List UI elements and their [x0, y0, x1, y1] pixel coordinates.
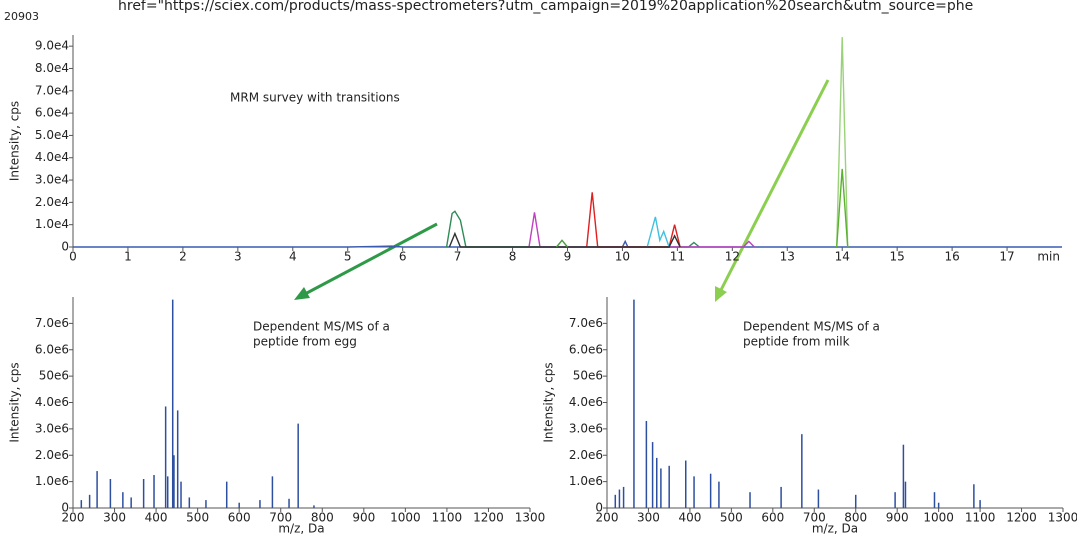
y-tick-label: 5.0e4	[35, 128, 69, 142]
x-axis-label: m/z, Da	[812, 522, 858, 536]
line	[555, 239, 569, 248]
y-tick-label: 2.0e6	[35, 448, 69, 462]
x-tick-label: 600	[761, 511, 784, 525]
line	[836, 37, 849, 248]
arrow	[304, 222, 438, 296]
x-tick-label: 800	[311, 511, 334, 525]
x-tick-label: 200	[596, 511, 619, 525]
x-tick-label: 1100	[432, 511, 463, 525]
y-tick-label: 7.0e4	[35, 83, 69, 97]
x-tick-label: 10	[615, 250, 630, 264]
x-tick-label: 1000	[390, 511, 421, 525]
line	[646, 216, 670, 248]
x-tick-label: 1	[124, 250, 132, 264]
y-tick-label: 2.0e4	[35, 195, 69, 209]
x-tick-label: 11	[670, 250, 685, 264]
x-tick-label: 1100	[965, 511, 996, 525]
y-tick-label: 0	[595, 501, 603, 515]
x-tick-label: 17	[999, 250, 1014, 264]
x-tick-label: 5	[344, 250, 352, 264]
x-tick-label: 6	[399, 250, 407, 264]
line	[836, 168, 849, 248]
x-tick-label: 1300	[515, 511, 546, 525]
x-tick-label: 800	[844, 511, 867, 525]
x-tick-label: 300	[103, 511, 126, 525]
y-tick-label: 7.0e6	[569, 316, 603, 330]
x-tick-label: 1000	[923, 511, 954, 525]
url-text: href="https://sciex.com/products/mass-sp…	[118, 0, 973, 14]
y-tick-label: 1.0e6	[569, 474, 603, 488]
y-tick-label: 6.0e6	[569, 342, 603, 356]
x-tick-label: 4	[289, 250, 297, 264]
annotation: MRM survey with transitions	[230, 91, 400, 105]
y-tick-label: 3.0e4	[35, 173, 69, 187]
y-tick-label: 50e6	[573, 369, 603, 383]
y-axis-label: Intensity, cps	[8, 362, 22, 442]
y-tick-label: 3.0e6	[35, 421, 69, 435]
y-tick-label: 6.0e4	[35, 106, 69, 120]
x-tick-label: 1200	[1006, 511, 1037, 525]
y-tick-label: 4.0e6	[569, 395, 603, 409]
annotation: Dependent MS/MS of a	[743, 320, 880, 334]
y-tick-label: 4.0e4	[35, 150, 69, 164]
y-axis-label: Intensity, cps	[542, 362, 556, 442]
y-tick-label: 1.0e4	[35, 217, 69, 231]
x-tick-label: 7	[454, 250, 462, 264]
y-tick-label: 1.0e6	[35, 474, 69, 488]
y-tick-label: 0	[61, 501, 69, 515]
y-tick-label: 6.0e6	[35, 342, 69, 356]
x-tick-label: 1300	[1048, 511, 1077, 525]
x-tick-label: 400	[145, 511, 168, 525]
arrow-head	[715, 286, 727, 302]
x-tick-label: 14	[835, 250, 850, 264]
x-axis-label: m/z, Da	[278, 522, 324, 536]
y-tick-label: 0	[61, 240, 69, 254]
y-tick-label: 3.0e6	[569, 421, 603, 435]
line	[448, 231, 681, 248]
y-tick-label: 2.0e6	[569, 448, 603, 462]
x-tick-label: 1200	[473, 511, 504, 525]
figure-id: 20903	[4, 10, 39, 23]
y-tick-label: 9.0e4	[35, 39, 69, 53]
x-tick-label: 400	[678, 511, 701, 525]
x-tick-label: 3	[234, 250, 242, 264]
x-tick-label: 900	[886, 511, 909, 525]
arrow-head	[294, 287, 310, 300]
x-tick-label: 500	[720, 511, 743, 525]
x-tick-label: 900	[352, 511, 375, 525]
y-tick-label: 8.0e4	[35, 61, 69, 75]
annotation: peptide from egg	[253, 335, 357, 349]
line	[445, 210, 700, 248]
y-tick-label: 7.0e6	[35, 316, 69, 330]
arrow	[719, 79, 830, 291]
y-tick-label: 50e6	[39, 369, 69, 383]
x-tick-label: 9	[564, 250, 572, 264]
x-tick-label: 300	[637, 511, 660, 525]
x-axis-label: min	[1037, 250, 1060, 264]
annotation: peptide from milk	[743, 335, 850, 349]
x-tick-label: 13	[780, 250, 795, 264]
x-tick-label: 16	[944, 250, 959, 264]
x-tick-label: 0	[69, 250, 77, 264]
x-tick-label: 700	[803, 511, 826, 525]
x-tick-label: 200	[62, 511, 85, 525]
x-tick-label: 8	[509, 250, 517, 264]
x-tick-label: 500	[186, 511, 209, 525]
x-tick-label: 600	[228, 511, 251, 525]
x-tick-label: 700	[269, 511, 292, 525]
y-tick-label: 4.0e6	[35, 395, 69, 409]
annotation: Dependent MS/MS of a	[253, 320, 390, 334]
x-tick-label: 15	[890, 250, 905, 264]
y-axis-label: Intensity, cps	[8, 101, 22, 181]
x-tick-label: 2	[179, 250, 187, 264]
x-tick-label: 12	[725, 250, 740, 264]
